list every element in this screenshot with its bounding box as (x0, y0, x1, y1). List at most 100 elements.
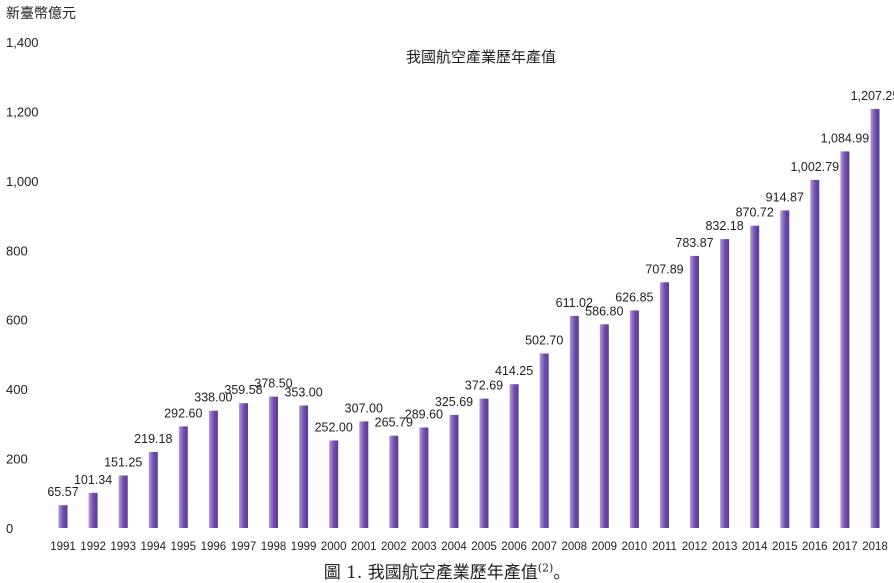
x-tick-label-1995: 1995 (171, 541, 197, 553)
bar-2015 (780, 210, 790, 528)
x-tick-label-2012: 2012 (682, 541, 708, 553)
value-label-1994: 219.18 (134, 432, 172, 446)
x-tick-label-2000: 2000 (321, 541, 347, 553)
bar-1999 (299, 405, 309, 528)
value-label-1996: 338.00 (194, 391, 232, 405)
bar-2009 (599, 324, 609, 528)
bar-1991 (58, 505, 68, 528)
x-tick-label-2010: 2010 (622, 541, 648, 553)
x-tick-label-2004: 2004 (441, 541, 467, 553)
bar-2005 (479, 398, 489, 528)
caption-text: 圖 1. 我國航空產業歷年產值 (323, 563, 538, 583)
x-tick-label-2002: 2002 (381, 541, 407, 553)
x-tick-label-1999: 1999 (291, 541, 317, 553)
y-tick-label: 800 (6, 243, 28, 258)
x-tick-label-1994: 1994 (141, 541, 167, 553)
value-label-2003: 289.60 (405, 408, 443, 422)
value-label-2013: 832.18 (705, 219, 743, 233)
x-tick-label-1998: 1998 (261, 541, 287, 553)
y-tick-label: 200 (6, 452, 28, 467)
x-tick-label-1991: 1991 (50, 541, 76, 553)
x-tick-label-2003: 2003 (411, 541, 437, 553)
bar-2017 (840, 151, 850, 528)
x-tick-label-2008: 2008 (562, 541, 588, 553)
value-label-2006: 414.25 (495, 364, 533, 378)
y-tick-label: 1,200 (6, 104, 39, 119)
value-label-2000: 252.00 (315, 421, 353, 435)
x-tick-label-2001: 2001 (351, 541, 377, 553)
value-label-2016: 1,002.79 (790, 160, 839, 174)
x-tick-label-2017: 2017 (832, 541, 858, 553)
value-label-2012: 783.87 (675, 236, 713, 250)
value-label-2018: 1,207.25 (851, 89, 894, 103)
bar-2014 (750, 225, 760, 528)
value-label-2008: 611.02 (556, 296, 593, 310)
x-tick-label-2009: 2009 (592, 541, 618, 553)
value-label-1999: 353.00 (284, 386, 322, 400)
x-tick-label-2005: 2005 (471, 541, 497, 553)
x-tick-label-1996: 1996 (201, 541, 227, 553)
bar-1995 (178, 426, 188, 528)
bar-1998 (269, 396, 278, 528)
bar-2010 (629, 310, 639, 528)
value-label-2009: 586.80 (585, 304, 623, 318)
value-label-2014: 870.72 (736, 206, 774, 220)
caption-reference: (2) (537, 561, 554, 575)
value-label-1995: 292.60 (164, 406, 202, 420)
y-tick-label: 0 (6, 521, 13, 536)
bar-2008 (569, 315, 579, 528)
x-tick-label-1997: 1997 (231, 541, 257, 553)
value-label-2010: 626.85 (615, 290, 653, 304)
value-label-2015: 914.87 (766, 190, 804, 204)
x-tick-label-2016: 2016 (802, 541, 828, 553)
value-label-1998: 378.50 (254, 377, 292, 391)
bar-2001 (359, 421, 369, 528)
value-label-2001: 307.00 (345, 401, 383, 415)
bar-2011 (660, 282, 669, 528)
bar-2013 (720, 239, 730, 528)
bar-1996 (208, 410, 218, 528)
bar-1997 (239, 403, 248, 528)
value-label-2017: 1,084.99 (821, 131, 870, 145)
x-tick-label-2014: 2014 (742, 541, 768, 553)
x-tick-label-2011: 2011 (652, 541, 677, 553)
x-tick-label-1992: 1992 (80, 541, 106, 553)
bar-1992 (88, 492, 98, 528)
bar-2000 (329, 440, 339, 528)
value-label-2002: 265.79 (375, 416, 413, 430)
bar-chart: 0 200 400 600 800 1,000 1,200 1,400 65.57101.34… (6, 35, 894, 553)
bar-2004 (449, 414, 459, 528)
y-tick-label: 1,000 (6, 174, 39, 189)
value-label-1993: 151.25 (104, 456, 142, 470)
x-tick-label-2013: 2013 (712, 541, 738, 553)
bar-2003 (419, 427, 429, 528)
y-axis-unit-label: 新臺幣億元 (6, 5, 76, 21)
bar-1994 (148, 451, 158, 528)
figure-caption: 圖 1. 我國航空產業歷年產值(2)。 (0, 558, 894, 583)
value-label-2011: 707.89 (645, 262, 683, 276)
value-label-1991: 65.57 (47, 485, 78, 499)
value-label-2007: 502.70 (525, 334, 563, 348)
x-tick-label-2007: 2007 (531, 541, 557, 553)
value-label-2005: 372.69 (465, 379, 503, 393)
y-tick-label: 400 (6, 382, 28, 397)
y-tick-label: 1,400 (6, 35, 39, 50)
x-tick-label-2018: 2018 (862, 541, 888, 553)
x-tick-label-2006: 2006 (501, 541, 527, 553)
value-label-1992: 101.34 (74, 473, 112, 487)
x-axis: 1991 1992 1993 1994 1995 1996 1997 1998 1999 2000… (50, 541, 888, 553)
y-tick-label: 600 (6, 313, 28, 328)
x-tick-label-2015: 2015 (772, 541, 798, 553)
bar-2012 (690, 255, 699, 528)
bar-2018 (870, 108, 880, 529)
bar-2016 (810, 179, 820, 528)
bar-1993 (118, 475, 128, 528)
bar-2002 (389, 435, 399, 528)
bar-series (58, 108, 880, 529)
value-label-1997: 359.58 (224, 383, 262, 397)
bar-2007 (539, 353, 549, 528)
x-tick-label-1993: 1993 (110, 541, 136, 553)
chart-title: 我國航空產業歷年產值 (405, 49, 556, 66)
caption-trailing-mark: 。 (553, 563, 571, 583)
